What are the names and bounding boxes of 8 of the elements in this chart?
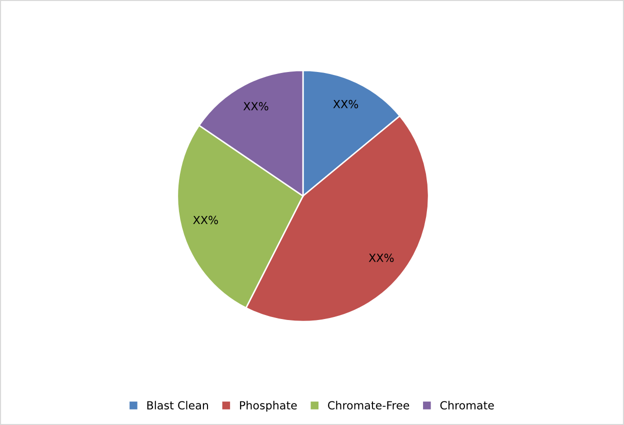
legend-label: Chromate-Free <box>328 400 410 410</box>
data-label: XX% <box>333 100 358 108</box>
legend-label: Blast Clean <box>147 400 208 410</box>
legend-label: Chromate <box>440 400 494 410</box>
legend-label: Phosphate <box>240 400 297 412</box>
data-label: XX% <box>243 102 268 110</box>
data-label: XX% <box>193 216 218 224</box>
data-label: XX% <box>368 254 394 262</box>
